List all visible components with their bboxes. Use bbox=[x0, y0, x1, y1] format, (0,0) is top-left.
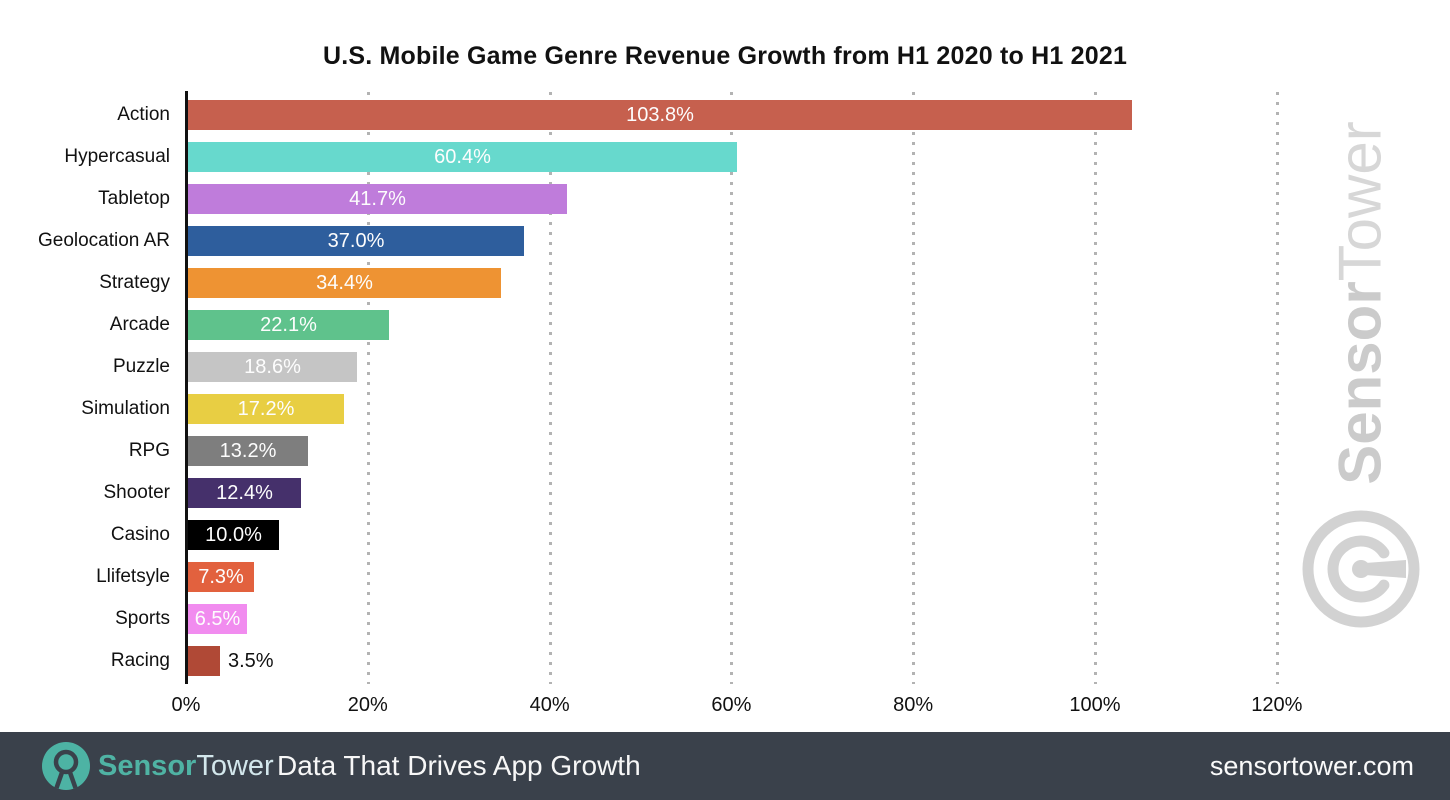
category-label: Simulation bbox=[81, 398, 170, 419]
value-label: 3.5% bbox=[228, 650, 274, 672]
footer-brand-sensor: Sensor bbox=[98, 750, 197, 782]
x-tick-label: 60% bbox=[711, 694, 752, 716]
category-label: Action bbox=[117, 104, 170, 125]
category-label: Casino bbox=[110, 524, 170, 545]
footer-banner: SensorTower Data That Drives App Growth … bbox=[0, 732, 1450, 800]
x-tick-label: 100% bbox=[1069, 694, 1121, 716]
value-label: 7.3% bbox=[198, 566, 244, 588]
x-tick-label: 40% bbox=[529, 694, 570, 716]
value-label: 18.6% bbox=[244, 356, 301, 378]
bar-shooter: 12.4% bbox=[188, 478, 301, 508]
value-label: 34.4% bbox=[316, 272, 373, 294]
x-tick-label: 0% bbox=[171, 694, 201, 716]
sensortower-logo-icon bbox=[42, 742, 90, 790]
gridline-80 bbox=[912, 92, 916, 684]
category-label: Sports bbox=[115, 608, 170, 629]
bar-arcade: 22.1% bbox=[188, 310, 389, 340]
bar-rpg: 13.2% bbox=[188, 436, 308, 466]
chart-title: U.S. Mobile Game Genre Revenue Growth fr… bbox=[322, 42, 1128, 70]
gridline-120 bbox=[1275, 92, 1279, 684]
bar-puzzle: 18.6% bbox=[188, 352, 357, 382]
value-label: 6.5% bbox=[194, 608, 241, 630]
footer-brand: SensorTower bbox=[98, 732, 274, 800]
category-label: Puzzle bbox=[112, 356, 170, 377]
sensortower-gauge-icon bbox=[1302, 510, 1420, 628]
category-label: Tabletop bbox=[98, 188, 170, 209]
value-label: 17.2% bbox=[237, 398, 295, 420]
gridline-20 bbox=[366, 92, 370, 684]
category-label: Strategy bbox=[99, 272, 170, 293]
value-label: 37.0% bbox=[327, 230, 385, 252]
category-label: Shooter bbox=[103, 482, 170, 503]
category-label: Arcade bbox=[109, 314, 170, 335]
bar-sports: 6.5% bbox=[188, 604, 247, 634]
gridline-40 bbox=[548, 92, 552, 684]
value-label: 103.8% bbox=[626, 104, 694, 126]
value-label: 60.4% bbox=[434, 146, 491, 168]
category-label: Geolocation AR bbox=[37, 230, 170, 251]
x-tick-label: 80% bbox=[893, 694, 934, 716]
category-label: Llifetsyle bbox=[96, 566, 170, 587]
category-label: RPG bbox=[128, 440, 170, 461]
bar-strategy: 34.4% bbox=[188, 268, 501, 298]
footer-website: sensortower.com bbox=[1209, 751, 1414, 781]
value-label: 13.2% bbox=[219, 440, 277, 462]
bar-simulation: 17.2% bbox=[188, 394, 344, 424]
value-label: 41.7% bbox=[349, 188, 406, 210]
gridline-100 bbox=[1094, 92, 1097, 684]
bar-geolocation-ar: 37.0% bbox=[188, 226, 524, 256]
y-axis-line bbox=[185, 91, 188, 684]
value-label: 22.1% bbox=[260, 314, 317, 336]
x-tick-label: 20% bbox=[347, 694, 388, 716]
gridline-60 bbox=[730, 92, 734, 684]
category-label: Hypercasual bbox=[64, 146, 170, 167]
footer-tagline: Data That Drives App Growth bbox=[277, 750, 641, 781]
bar-casino: 10.0% bbox=[188, 520, 279, 550]
bar-action: 103.8% bbox=[188, 100, 1132, 130]
footer-brand-tower: Tower bbox=[196, 750, 274, 782]
bar-racing bbox=[188, 646, 220, 676]
bar-hypercasual: 60.4% bbox=[188, 142, 737, 172]
value-label: 10.0% bbox=[205, 524, 262, 546]
category-label: Racing bbox=[110, 650, 170, 671]
bar-llifetsyle: 7.3% bbox=[188, 562, 254, 592]
x-tick-label: 120% bbox=[1251, 694, 1303, 716]
bar-tabletop: 41.7% bbox=[188, 184, 567, 214]
value-label: 12.4% bbox=[216, 482, 273, 504]
